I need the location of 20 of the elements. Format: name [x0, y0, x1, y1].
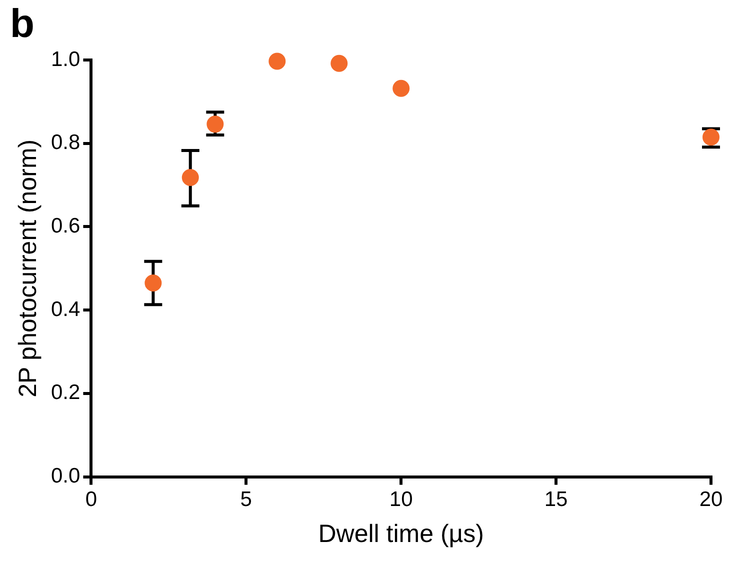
point [182, 169, 199, 186]
x-tick-label: 0 [85, 488, 98, 512]
x-tick-label: 20 [699, 488, 723, 512]
x-tick-label: 15 [544, 488, 568, 512]
x-tick-label: 10 [389, 488, 413, 512]
x-tick-label: 5 [240, 488, 252, 512]
y-tick-label: 1.0 [50, 48, 80, 71]
point [268, 52, 286, 70]
y-tick-label: 0.0 [50, 464, 80, 488]
y-tick-label: 0.4 [50, 298, 81, 321]
point [392, 80, 410, 97]
y-tick-label: 0.8 [50, 131, 80, 154]
point [330, 54, 348, 72]
text: b [10, 2, 34, 46]
x-axis-title: Dwell time (µs) [318, 520, 484, 548]
point [206, 116, 224, 133]
point [144, 274, 162, 292]
y-tick-label: 0.6 [50, 214, 80, 238]
y-tick-label: 0.2 [50, 381, 80, 404]
y-axis-title: 2P photocurrent (norm) [14, 139, 42, 398]
